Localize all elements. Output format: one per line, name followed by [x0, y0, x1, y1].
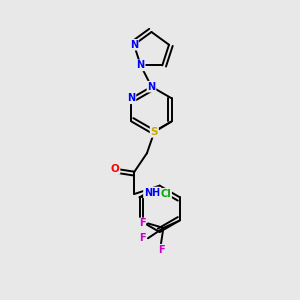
Text: Cl: Cl: [160, 189, 171, 199]
Text: NH: NH: [144, 188, 160, 197]
Text: F: F: [158, 245, 164, 255]
Text: F: F: [139, 218, 145, 228]
Text: N: N: [147, 82, 155, 92]
Text: N: N: [127, 93, 136, 103]
Text: S: S: [151, 127, 158, 137]
Text: F: F: [139, 233, 145, 243]
Text: O: O: [111, 164, 119, 174]
Text: N: N: [136, 60, 145, 70]
Text: N: N: [130, 40, 138, 50]
